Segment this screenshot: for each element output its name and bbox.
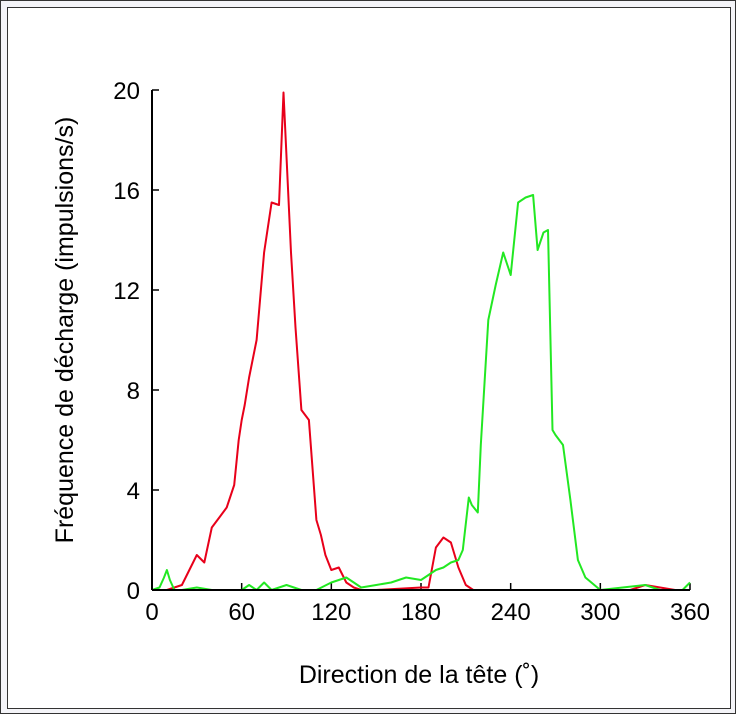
axes-layer — [151, 90, 690, 591]
chart-panel — [7, 7, 731, 709]
y-tick-label: 8 — [127, 378, 140, 405]
y-tick-label: 20 — [113, 78, 140, 105]
x-tick-label: 360 — [670, 599, 710, 626]
y-tick-label: 0 — [127, 578, 140, 605]
x-axis-label: Direction de la tête (˚) — [299, 661, 539, 689]
series-line-1 — [152, 91, 690, 591]
x-tick-label: 60 — [228, 599, 255, 626]
x-tick-label: 180 — [401, 599, 441, 626]
y-tick-label: 4 — [127, 478, 140, 505]
x-tick-label: 120 — [311, 599, 351, 626]
x-tick-label: 240 — [491, 599, 531, 626]
series-line-2 — [151, 194, 691, 591]
ticks-layer: 0 60 120 180 240 300 360 0 4 8 12 16 20 — [113, 78, 710, 626]
x-tick-label: 0 — [145, 599, 158, 626]
x-tick-label: 300 — [580, 599, 620, 626]
y-tick-label: 16 — [113, 178, 140, 205]
y-tick-label: 12 — [113, 278, 140, 305]
series-layer — [151, 91, 691, 591]
y-axis-label: Fréquence de décharge (impulsions/s) — [51, 117, 79, 544]
